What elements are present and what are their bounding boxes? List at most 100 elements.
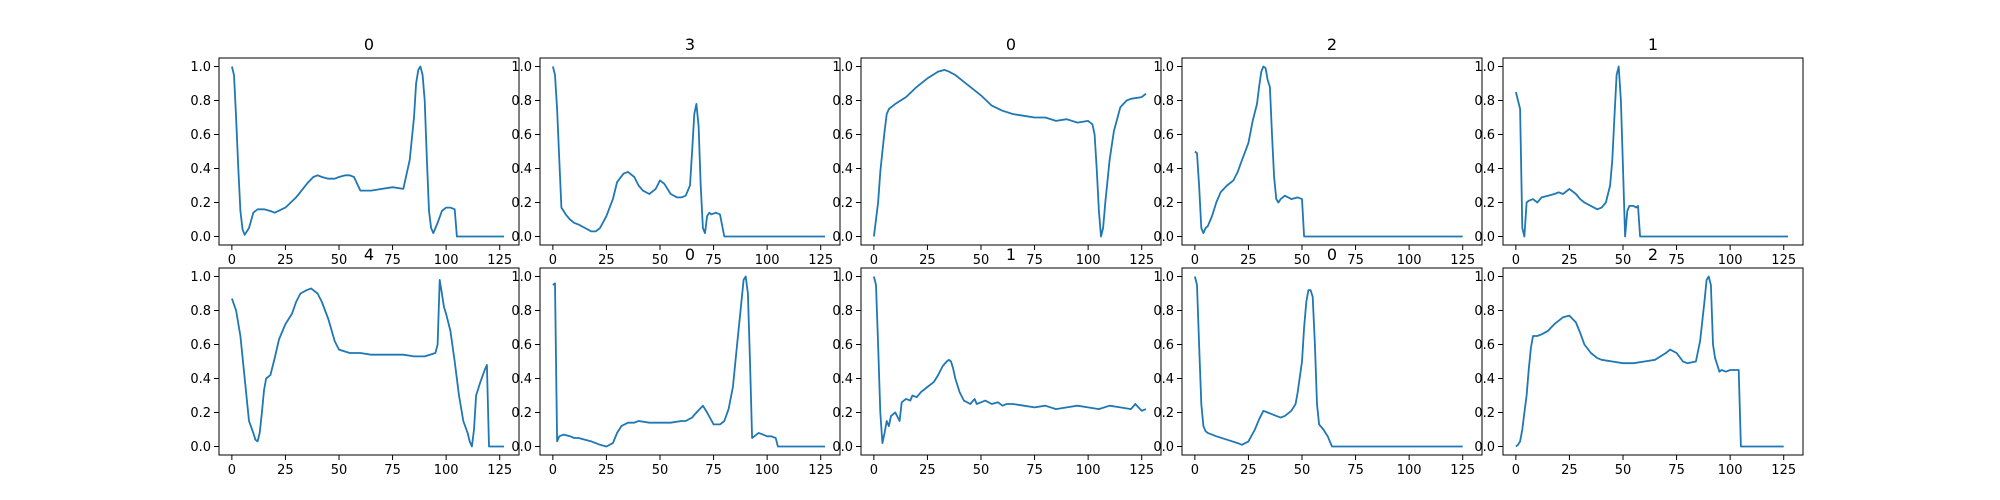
x-tick-label: 0 [1512, 463, 1520, 478]
y-tick-label: 0.4 [190, 162, 211, 177]
y-tick-label: 1.0 [190, 60, 211, 75]
subplot-9: 0 0 25 50 75 100 125 0.0 0.2 0.4 0.6 0.8 1.0 [1153, 245, 1483, 478]
subplot-title: 0 [685, 245, 695, 264]
x-tick-label: 125 [808, 463, 833, 478]
x-tick-label: 125 [487, 463, 512, 478]
y-tick-label: 0.8 [1153, 304, 1174, 319]
y-tick-label: 0.4 [1153, 162, 1174, 177]
subplot-10: 2 0 25 50 75 100 125 0.0 0.2 0.4 0.6 0.8 1.0 [1474, 245, 1804, 478]
y-tick-label: 0.2 [1474, 406, 1495, 421]
x-tick-label: 125 [1450, 463, 1475, 478]
x-tick-label: 25 [919, 253, 936, 268]
x-tick-label: 100 [1718, 253, 1743, 268]
x-tick-label: 50 [1294, 463, 1311, 478]
y-tick-label: 0.6 [190, 338, 211, 353]
y-tick-label: 0.2 [1153, 406, 1174, 421]
y-tick-label: 0.2 [1474, 196, 1495, 211]
y-tick-label: 0.6 [832, 338, 853, 353]
y-tick-label: 0.2 [1153, 196, 1174, 211]
subplot-3: 0 0 25 50 75 100 125 0.0 0.2 0.4 0.6 0.8 1.0 [832, 35, 1162, 268]
y-tick-label: 0.0 [1153, 440, 1174, 455]
subplot-title: 2 [1327, 35, 1337, 54]
x-tick-label: 100 [434, 463, 459, 478]
x-tick-label: 75 [705, 463, 722, 478]
x-tick-label: 75 [1347, 463, 1364, 478]
x-tick-label: 0 [1512, 253, 1520, 268]
x-tick-label: 25 [277, 463, 294, 478]
series-line [1194, 65, 1463, 238]
y-tick-label: 0.8 [1474, 94, 1495, 109]
x-tick-label: 125 [1771, 253, 1796, 268]
x-tick-label: 25 [1240, 253, 1257, 268]
x-tick-label: 0 [870, 463, 878, 478]
subplot-title: 4 [364, 245, 374, 264]
subplot-title: 0 [1006, 35, 1016, 54]
y-tick-label: 0.0 [190, 230, 211, 245]
y-tick-label: 1.0 [1474, 270, 1495, 285]
x-tick-label: 0 [549, 463, 557, 478]
subplot-title: 3 [685, 35, 695, 54]
x-tick-label: 75 [384, 463, 401, 478]
series-line [231, 279, 504, 448]
y-tick-label: 0.6 [1153, 128, 1174, 143]
subplot-2: 3 0 25 50 75 100 125 0.0 0.2 0.4 0.6 0.8 1.0 [511, 35, 841, 268]
y-tick-label: 0.4 [190, 372, 211, 387]
x-tick-label: 0 [870, 253, 878, 268]
y-tick-label: 0.6 [511, 338, 532, 353]
x-tick-label: 25 [1561, 253, 1578, 268]
y-tick-label: 0.4 [832, 372, 853, 387]
y-tick-label: 1.0 [1474, 60, 1495, 75]
y-tick-label: 0.6 [1474, 128, 1495, 143]
x-tick-label: 125 [1771, 463, 1796, 478]
y-tick-label: 1.0 [190, 270, 211, 285]
subplot-1: 0 0 25 50 75 100 125 0.0 0.2 0.4 0.6 0.8 1.0 [190, 35, 520, 268]
x-tick-label: 100 [1076, 463, 1101, 478]
x-tick-label: 75 [384, 253, 401, 268]
y-tick-label: 0.8 [1474, 304, 1495, 319]
y-tick-label: 0.0 [832, 440, 853, 455]
series-line [231, 65, 504, 238]
y-tick-label: 0.4 [511, 372, 532, 387]
y-tick-label: 0.0 [511, 230, 532, 245]
axes-frame [860, 267, 1162, 456]
series-line [1515, 275, 1784, 448]
y-tick-label: 0.8 [1153, 94, 1174, 109]
y-tick-label: 0.8 [511, 94, 532, 109]
subplot-4: 2 0 25 50 75 100 125 0.0 0.2 0.4 0.6 0.8 1.0 [1153, 35, 1483, 268]
y-tick-label: 0.0 [511, 440, 532, 455]
y-tick-label: 0.4 [1153, 372, 1174, 387]
y-tick-label: 0.6 [1474, 338, 1495, 353]
x-tick-label: 75 [1347, 253, 1364, 268]
y-tick-label: 0.8 [832, 94, 853, 109]
y-tick-label: 0.2 [511, 406, 532, 421]
subplot-5: 1 0 25 50 75 100 125 0.0 0.2 0.4 0.6 0.8 1.0 [1474, 35, 1804, 268]
x-tick-label: 75 [1026, 463, 1043, 478]
axes-frame [218, 57, 520, 246]
subplot-6: 4 0 25 50 75 100 125 0.0 0.2 0.4 0.6 0.8 1.0 [190, 245, 520, 478]
axes-frame [1181, 267, 1483, 456]
axes-frame [539, 267, 841, 456]
x-tick-label: 0 [228, 253, 236, 268]
x-tick-label: 75 [1026, 253, 1043, 268]
axes-frame [1502, 267, 1804, 456]
x-tick-label: 100 [755, 463, 780, 478]
y-tick-label: 0.8 [190, 94, 211, 109]
x-tick-label: 25 [598, 463, 615, 478]
y-tick-label: 1.0 [832, 60, 853, 75]
x-tick-label: 50 [973, 463, 990, 478]
series-line [873, 69, 1147, 238]
x-tick-label: 0 [228, 463, 236, 478]
x-tick-label: 50 [1294, 253, 1311, 268]
axes-frame [860, 57, 1162, 246]
x-tick-label: 0 [1191, 463, 1199, 478]
axes-frame [1181, 57, 1483, 246]
y-tick-label: 1.0 [511, 270, 532, 285]
x-tick-label: 50 [973, 253, 990, 268]
x-tick-label: 100 [1076, 253, 1101, 268]
y-tick-label: 0.4 [1474, 372, 1495, 387]
x-tick-label: 25 [919, 463, 936, 478]
series-line [1515, 65, 1788, 238]
subplot-title: 0 [364, 35, 374, 54]
subplot-title: 0 [1327, 245, 1337, 264]
